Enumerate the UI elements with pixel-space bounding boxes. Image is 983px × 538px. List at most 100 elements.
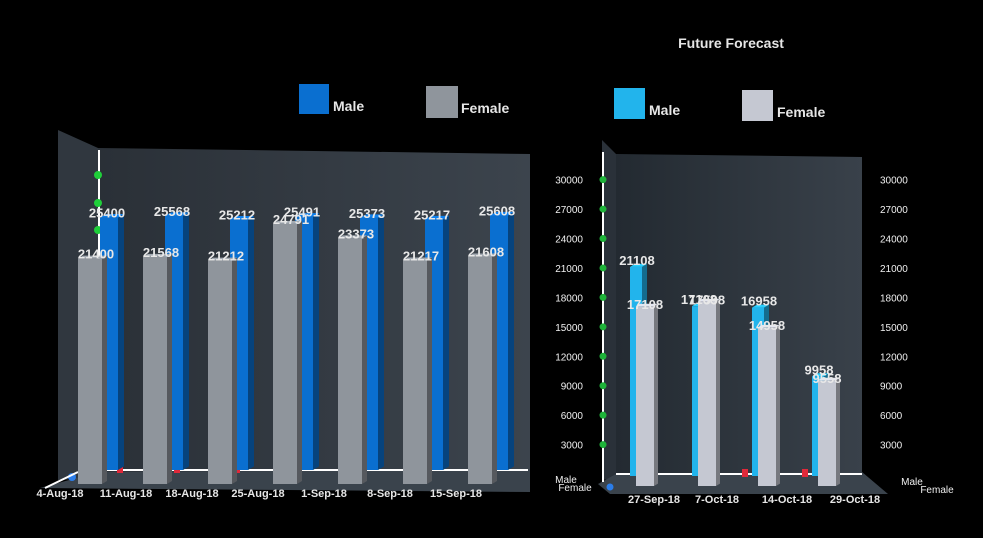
category-label-29-Oct-18: 29-Oct-18 — [830, 494, 880, 506]
category-label-4-Aug-18: 4-Aug-18 — [36, 488, 83, 500]
right-tick-6000: 6000 — [880, 411, 903, 422]
label-female-1-Sep-18: 23373 — [338, 226, 374, 241]
right-category-labels: 27-Sep-18 7-Oct-18 14-Oct-18 29-Oct-18 — [628, 494, 880, 506]
category-label-27-Sep-18: 27-Sep-18 — [628, 494, 680, 506]
left-tick-15000: 15000 — [555, 323, 583, 334]
bar-female-1-Sep-18 — [338, 235, 367, 484]
right-tick-3000: 3000 — [880, 441, 903, 452]
label-female-7-Oct-18: 17598 — [689, 292, 725, 307]
bar-female-27-Sep-18 — [636, 303, 658, 486]
category-label-1-Sep-18: 1-Sep-18 — [301, 488, 347, 500]
y-axis-marker — [599, 235, 607, 242]
y-axis-marker — [599, 441, 607, 449]
left-tick-30000: 30000 — [555, 176, 583, 187]
y-axis-marker — [94, 171, 102, 179]
bar-male-27-Sep-18-top — [630, 263, 647, 267]
bar-female-1-Sep-18-front — [338, 238, 362, 484]
x-axis-marker — [117, 465, 123, 473]
x-axis-marker — [742, 469, 748, 477]
label-male-25-Aug-18: 25491 — [284, 205, 320, 220]
bar-female-1-Sep-18-top — [338, 235, 367, 239]
bar-female-4-Aug-18-side — [102, 255, 107, 484]
right-left-tick-labels: 3000 6000 9000 12000 15000 18000 21000 24000 270… — [555, 176, 583, 452]
bar-male-15-Sep-18-side — [508, 211, 514, 470]
label-male-14-Oct-18: 16958 — [741, 294, 777, 309]
category-label-8-Sep-18: 8-Sep-18 — [367, 488, 413, 500]
legend-label-male: Male — [333, 98, 364, 114]
left-chart: 25400 21400 25568 21568 25212 21212 2549124791… — [36, 84, 530, 500]
category-label-7-Oct-18: 7-Oct-18 — [695, 494, 739, 506]
left-tick-9000: 9000 — [561, 382, 584, 393]
left-tick-27000: 27000 — [555, 205, 583, 216]
bar-female-27-Sep-18-side — [654, 303, 658, 486]
y-axis-marker — [599, 323, 607, 331]
left-legend: Male Female — [299, 84, 509, 118]
label-female-27-Sep-18: 17108 — [627, 297, 663, 312]
bar-female-14-Oct-18 — [758, 324, 780, 486]
label-female-8-Sep-18: 21217 — [403, 249, 439, 264]
bar-female-15-Sep-18-top — [468, 253, 497, 257]
y-axis-marker — [599, 176, 607, 184]
bar-male-1-Sep-18-top — [360, 214, 384, 218]
left-tick-18000: 18000 — [555, 293, 583, 304]
bar-female-18-Aug-18-front — [208, 260, 232, 484]
bar-male-25-Aug-18-top — [295, 213, 319, 217]
bar-male-1-Sep-18-side — [378, 214, 384, 470]
left-tick-12000: 12000 — [555, 352, 583, 363]
bar-female-7-Oct-18 — [698, 298, 720, 486]
label-male-1-Sep-18: 25373 — [349, 206, 385, 221]
bar-female-29-Oct-18-front — [818, 380, 836, 486]
bar-female-29-Oct-18-top — [818, 377, 840, 381]
z-axis-line — [44, 471, 79, 489]
label-male-8-Sep-18: 25217 — [414, 208, 450, 223]
series-axis-label: Male — [555, 475, 577, 486]
bar-female-11-Aug-18 — [143, 253, 172, 484]
bar-female-25-Aug-18-front — [273, 223, 297, 484]
category-label-25-Aug-18: 25-Aug-18 — [231, 488, 284, 500]
bar-female-15-Sep-18-side — [492, 253, 497, 484]
label-female-4-Aug-18: 21400 — [78, 247, 114, 262]
y-axis-marker — [599, 382, 607, 390]
legend-swatch-male — [614, 88, 645, 119]
label-female-15-Sep-18: 21608 — [468, 245, 504, 260]
bar-female-14-Oct-18-top — [758, 324, 780, 328]
y-axis-marker — [599, 205, 607, 213]
y-axis-marker — [599, 352, 607, 360]
label-female-14-Oct-18: 14958 — [749, 318, 785, 333]
right-chart: Future Forecast 3000 6000 9000 12000 15000 18… — [555, 35, 954, 506]
right-chart-title: Future Forecast — [678, 35, 784, 51]
right-floor — [598, 472, 888, 494]
bar-male-8-Sep-18-top — [425, 215, 449, 220]
category-label-14-Oct-18: 14-Oct-18 — [762, 494, 812, 506]
bar-female-8-Sep-18-top — [403, 257, 432, 261]
bar-female-15-Sep-18 — [468, 253, 497, 484]
y-axis-marker — [599, 411, 607, 419]
label-female-25-Aug-18: 24791 — [273, 212, 309, 227]
y-axis-marker — [599, 264, 607, 272]
right-axis-markers — [599, 176, 808, 491]
bar-female-11-Aug-18-side — [167, 253, 172, 484]
left-category-labels: 4-Aug-18 11-Aug-18 18-Aug-18 25-Aug-18 1-Sep… — [36, 488, 482, 500]
bar-female-7-Oct-18-side — [716, 298, 720, 486]
bar-female-7-Oct-18-front — [698, 301, 716, 486]
right-tick-27000: 27000 — [880, 205, 908, 216]
series-axis-label: Female — [558, 483, 592, 494]
label-male-18-Aug-18: 25212 — [219, 208, 255, 223]
label-male-11-Aug-18: 25568 — [154, 204, 190, 219]
left-tick-21000: 21000 — [555, 264, 583, 275]
bar-female-8-Sep-18 — [403, 257, 432, 484]
bar-female-11-Aug-18-top — [143, 253, 172, 257]
bar-female-29-Oct-18-side — [836, 377, 840, 486]
legend-swatch-male — [299, 84, 329, 114]
x-axis-marker — [802, 469, 808, 477]
legend-swatch-female — [426, 86, 458, 118]
bar-female-1-Sep-18-side — [362, 235, 367, 484]
y-axis-marker — [94, 199, 102, 207]
category-label-11-Aug-18: 11-Aug-18 — [100, 488, 153, 500]
bar-female-25-Aug-18-side — [297, 220, 302, 484]
bar-male-18-Aug-18-side — [248, 215, 254, 470]
right-tick-12000: 12000 — [880, 352, 908, 363]
bar-male-11-Aug-18-top — [165, 212, 189, 216]
bar-female-14-Oct-18-side — [776, 324, 780, 486]
